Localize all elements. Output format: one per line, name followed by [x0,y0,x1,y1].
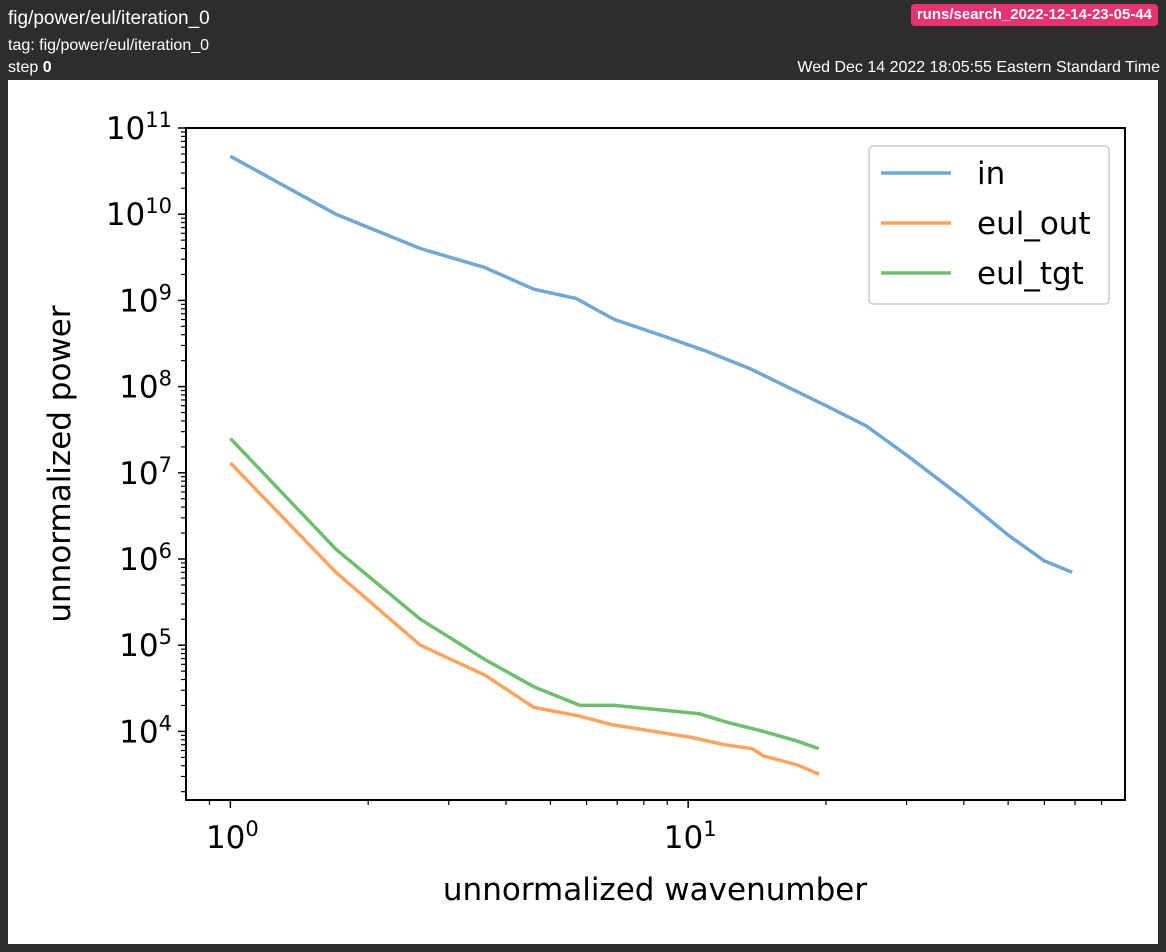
y-tick-label: 109 [119,280,172,319]
x-tick-label: 101 [664,817,717,856]
step-line: step 0 [8,58,52,78]
axes-box [185,127,1126,801]
x-axis-label: unnormalized wavenumber [443,872,867,908]
run-badge[interactable]: runs/search_2022-12-14-23-05-44 [910,4,1158,26]
y-tick-label: 104 [119,711,172,750]
series-layer [229,154,1073,776]
legend-label-in: in [977,156,1005,192]
step-prefix: step [8,59,39,76]
step-value: 0 [42,59,52,76]
figure-title: fig/power/eul/iteration_0 [8,8,210,29]
y-tick-label: 108 [119,367,172,406]
y-tick-label: 1011 [106,108,172,147]
y-tick-label: 1010 [106,194,172,233]
series-line-eul_tgt [229,437,820,751]
series-line-in [229,154,1073,574]
legend-label-eul_out: eul_out [977,206,1091,242]
plot-frame: 100 101 104 105 106 107 108 109 1010 1011 unnorma… [8,80,1158,944]
y-tick-label: 107 [119,453,172,492]
legend-label-eul_tgt: eul_tgt [977,256,1084,292]
legend-box [868,145,1110,305]
y-tick-label: 105 [119,625,172,664]
y-axis-label: unnormalized power [42,305,78,622]
timestamp: Wed Dec 14 2022 18:05:55 Eastern Standar… [797,59,1160,76]
tick-layer: 100 101 104 105 106 107 108 109 1010 1011 [106,108,1103,856]
series-line-eul_out [229,461,820,776]
x-tick-label: 100 [206,817,259,856]
tag-value: fig/power/eul/iteration_0 [39,37,210,54]
chart-svg: 100 101 104 105 106 107 108 109 1010 1011 unnorma… [42,108,1126,908]
legend: in eul_out eul_tgt [868,145,1110,305]
panel-header: fig/power/eul/iteration_0 tag: fig/power… [0,0,1166,80]
tag-prefix: tag: [8,37,35,54]
y-tick-label: 106 [119,539,172,578]
tag-line: tag: fig/power/eul/iteration_0 [8,36,209,56]
